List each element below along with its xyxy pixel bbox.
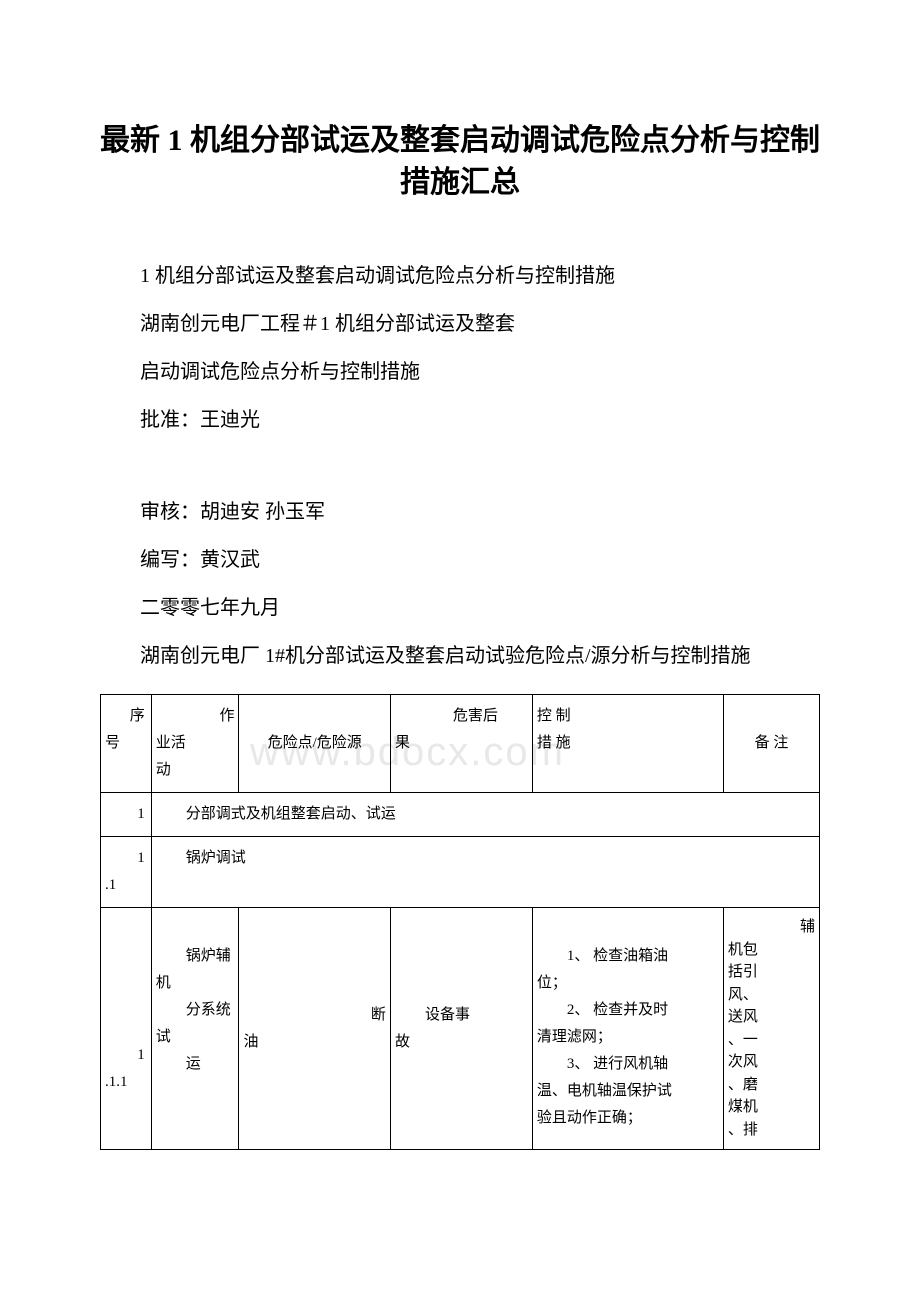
header-remark: 备 注 bbox=[723, 695, 819, 793]
header-control: 控 制 措 施 bbox=[532, 695, 723, 793]
para-date: 二零零七年九月 bbox=[100, 586, 820, 630]
cell-activity: 锅炉辅 机 分系统 试 运 bbox=[151, 908, 239, 1150]
para-project: 湖南创元电厂工程＃1 机组分部试运及整套 bbox=[100, 302, 820, 346]
cell-result: 设备事 故 bbox=[390, 908, 532, 1150]
cell-seq: 1 .1 bbox=[101, 837, 152, 908]
para-approver: 批准：王迪光 bbox=[100, 398, 820, 442]
para-subtitle1: 1 机组分部试运及整套启动调试危险点分析与控制措施 bbox=[100, 254, 820, 298]
table-row: 1 分部调式及机组整套启动、试运 bbox=[101, 793, 820, 837]
para-tabletitle: 湖南创元电厂 1#机分部试运及整套启动试验危险点/源分析与控制措施 bbox=[100, 634, 820, 678]
cell-seq: 1 bbox=[101, 793, 152, 837]
table-header-row: 序 号 作 业活 动 危险点/危险源 危害后 果 控 制 措 施 备 注 bbox=[101, 695, 820, 793]
header-seq: 序 号 bbox=[101, 695, 152, 793]
header-activity: 作 业活 动 bbox=[151, 695, 239, 793]
cell-seq: 1 .1.1 bbox=[101, 908, 152, 1150]
cell-section2: 锅炉调试 bbox=[151, 837, 819, 908]
table-row: 1 .1 锅炉调试 bbox=[101, 837, 820, 908]
para-subtitle2: 启动调试危险点分析与控制措施 bbox=[100, 350, 820, 394]
cell-hazard: 断 油 bbox=[239, 908, 390, 1150]
para-author: 编写：黄汉武 bbox=[100, 538, 820, 582]
header-hazard: 危险点/危险源 bbox=[239, 695, 390, 793]
hazard-table: 序 号 作 业活 动 危险点/危险源 危害后 果 控 制 措 施 备 注 1 分… bbox=[100, 694, 820, 1150]
document-title: 最新 1 机组分部试运及整套启动调试危险点分析与控制措施汇总 bbox=[100, 120, 820, 204]
cell-remark: 辅 机包 括引 风、 送风 、一 次风 、磨 煤机 、排 bbox=[723, 908, 819, 1150]
table-row: 1 .1.1 锅炉辅 机 分系统 试 运 断 油 设备事 故 1、 检查油箱油 … bbox=[101, 908, 820, 1150]
cell-section1: 分部调式及机组整套启动、试运 bbox=[151, 793, 819, 837]
header-result: 危害后 果 bbox=[390, 695, 532, 793]
para-reviewer: 审核：胡迪安 孙玉军 bbox=[100, 490, 820, 534]
cell-control: 1、 检查油箱油 位； 2、 检查并及时 清理滤网； 3、 进行风机轴 温、电机… bbox=[532, 908, 723, 1150]
